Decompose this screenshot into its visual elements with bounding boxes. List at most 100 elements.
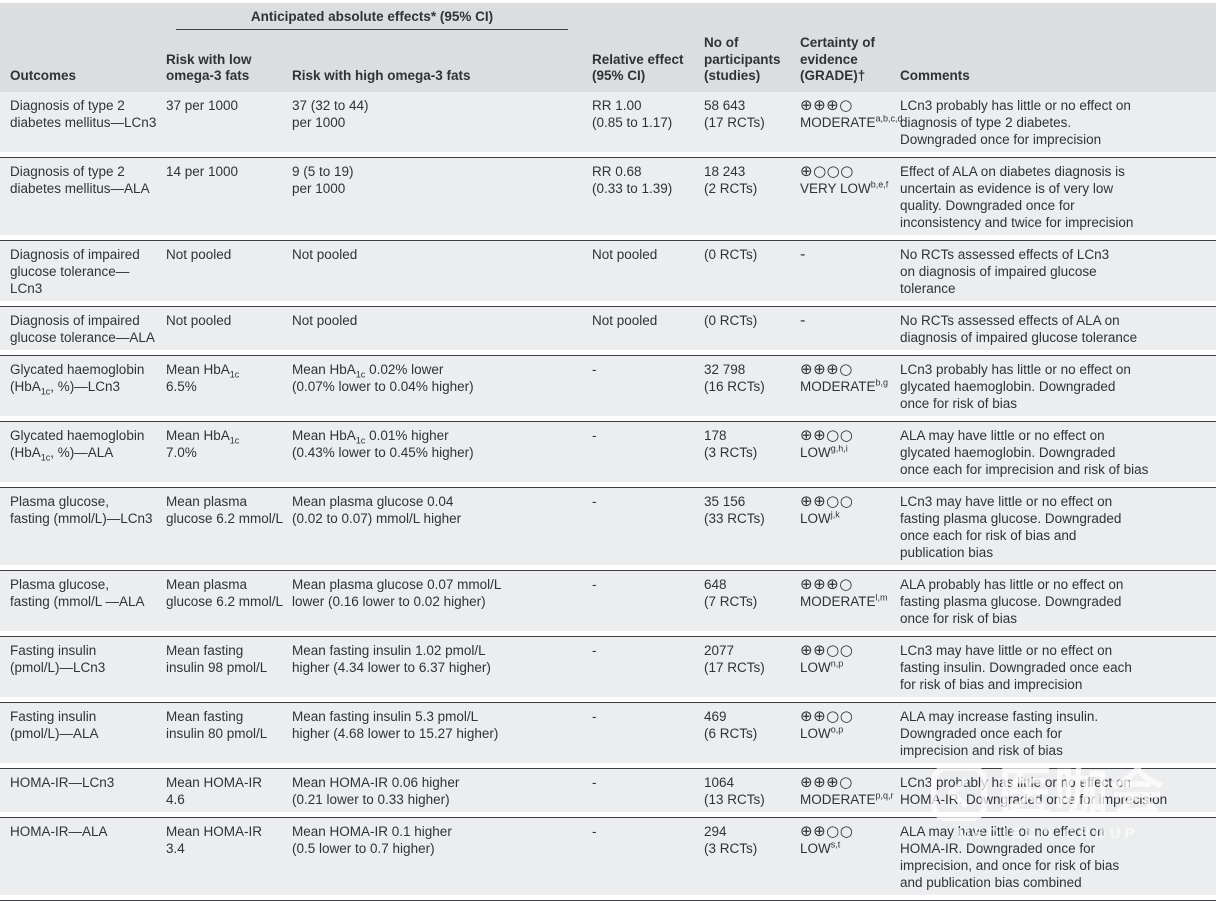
grade-symbols: ⊕⊕○○ — [800, 425, 854, 444]
participants-cell: 469 (6 RCTs) — [704, 708, 758, 741]
column-header-risk-high: Risk with high omega-3 fats — [292, 68, 471, 83]
risk-high-cell: Mean plasma glucose 0.07 mmol/L lower (0… — [292, 576, 502, 609]
grade-footnote-letters: o,p — [830, 724, 844, 734]
relative-effect-cell: - — [592, 361, 597, 377]
comments-cell: LCn3 may have little or no effect on fas… — [900, 493, 1122, 560]
comments-cell: ALA may increase fasting insulin. Downgr… — [900, 708, 1099, 758]
participants-cell: 648 (7 RCTs) — [704, 576, 758, 609]
outcome-cell: Diagnosis of impaired glucose tolerance—… — [10, 312, 155, 345]
grade-footnote-letters: j,k — [830, 509, 840, 519]
grade-label: LOW — [800, 444, 831, 460]
row-divider — [0, 156, 1216, 158]
grade-cell: - — [800, 244, 900, 299]
relative-effect-cell: - — [592, 823, 597, 839]
participants-cell: 32 798 (16 RCTs) — [704, 361, 765, 394]
outcome-cell: Glycated haemoglobin (HbA1c, %)—LCn3 — [10, 361, 145, 397]
row-divider — [0, 354, 1216, 356]
grade-cell: ⊕⊕⊕○ MODERATEp,q,r — [800, 772, 900, 810]
risk-low-cell: Mean plasma glucose 6.2 mmol/L — [166, 576, 284, 609]
risk-low-cell: Mean HbA1c 7.0% — [166, 427, 240, 460]
outcome-cell: Glycated haemoglobin (HbA1c, %)—ALA — [10, 427, 145, 463]
grade-symbols: ⊕⊕○○ — [800, 821, 854, 840]
participants-cell: (0 RCTs) — [704, 312, 758, 328]
comments-cell: LCn3 probably has little or no effect on… — [900, 774, 1168, 807]
risk-low-cell: Mean HOMA-IR 4.6 — [166, 774, 263, 807]
table-row: Diagnosis of impaired glucose tolerance—… — [0, 240, 1216, 301]
table-row: HOMA-IR—ALA Mean HOMA-IR 3.4 Mean HOMA-I… — [0, 817, 1216, 895]
column-header-comments: Comments — [900, 68, 970, 83]
risk-low-cell: Mean fasting insulin 98 pmol/L — [166, 642, 268, 675]
risk-low-cell: Mean HOMA-IR 3.4 — [166, 823, 263, 856]
grade-symbols: - — [800, 310, 806, 329]
risk-low-cell: Mean fasting insulin 80 pmol/L — [166, 708, 268, 741]
grade-label: MODERATE — [800, 791, 876, 807]
risk-low-cell: Not pooled — [166, 246, 232, 262]
risk-high-cell: Mean HOMA-IR 0.06 higher (0.21 lower to … — [292, 774, 460, 807]
grade-symbols: ⊕⊕○○ — [800, 640, 854, 659]
participants-cell: (0 RCTs) — [704, 246, 758, 262]
participants-cell: 2077 (17 RCTs) — [704, 642, 765, 675]
outcome-cell: Fasting insulin (pmol/L)—ALA — [10, 708, 99, 741]
table-row: Diagnosis of type 2 diabetes mellitus—LC… — [0, 91, 1216, 152]
risk-low-cell: 14 per 1000 — [166, 163, 239, 179]
grade-cell: ⊕⊕○○ LOWs,t — [800, 821, 900, 893]
risk-high-cell: Mean HbA1c 0.01% higher (0.43% lower to … — [292, 427, 474, 460]
row-divider — [0, 816, 1216, 818]
grade-label: MODERATE — [800, 114, 876, 130]
column-group-header: Anticipated absolute effects* (95% CI) — [176, 8, 568, 30]
grade-label: MODERATE — [800, 378, 876, 394]
outcome-cell: Plasma glucose, fasting (mmol/L)—LCn3 — [10, 493, 153, 526]
table-row: Fasting insulin (pmol/L)—LCn3 Mean fasti… — [0, 636, 1216, 697]
grade-footnote-letters: p,q,r — [875, 790, 894, 800]
risk-high-cell: Mean HbA1c 0.02% lower (0.07% lower to 0… — [292, 361, 474, 394]
grade-symbols: ⊕⊕○○ — [800, 706, 854, 725]
relative-effect-cell: - — [592, 642, 597, 658]
grade-cell: ⊕⊕⊕○ MODERATEb,g — [800, 359, 900, 414]
grade-footnote-letters: s,t — [830, 839, 841, 849]
outcome-cell: Diagnosis of type 2 diabetes mellitus—AL… — [10, 163, 150, 196]
row-divider — [0, 635, 1216, 637]
table-row: Fasting insulin (pmol/L)—ALA Mean fastin… — [0, 702, 1216, 763]
column-header-outcomes: Outcomes — [10, 68, 77, 83]
table-row: Plasma glucose, fasting (mmol/L)—LCn3 Me… — [0, 487, 1216, 565]
grade-cell: ⊕⊕○○ LOWj,k — [800, 491, 900, 563]
table-row: Glycated haemoglobin (HbA1c, %)—ALA Mean… — [0, 421, 1216, 482]
grade-symbols: ⊕⊕⊕○ — [800, 772, 853, 791]
grade-cell: ⊕⊕○○ LOWo,p — [800, 706, 900, 761]
column-header-relative-effect: Relative effect (95% CI) — [592, 51, 684, 84]
grade-symbols: ⊕○○○ — [800, 161, 854, 180]
comments-cell: LCn3 may have little or no effect on fas… — [900, 642, 1132, 692]
grade-label: LOW — [800, 510, 831, 526]
risk-low-cell: Mean plasma glucose 6.2 mmol/L — [166, 493, 284, 526]
participants-cell: 294 (3 RCTs) — [704, 823, 758, 856]
column-group-row: Anticipated absolute effects* (95% CI) — [0, 3, 1216, 30]
grade-label: VERY LOW — [800, 180, 871, 196]
risk-high-cell: Not pooled — [292, 246, 358, 262]
grade-cell: ⊕⊕○○ LOWn,p — [800, 640, 900, 695]
relative-effect-cell: RR 1.00 (0.85 to 1.17) — [592, 97, 673, 130]
grade-cell: ⊕⊕○○ LOWg,h,i — [800, 425, 900, 480]
relative-effect-cell: RR 0.68 (0.33 to 1.39) — [592, 163, 673, 196]
comments-cell: ALA may have little or no effect on glyc… — [900, 427, 1149, 477]
risk-low-cell: 37 per 1000 — [166, 97, 239, 113]
risk-high-cell: Mean fasting insulin 5.3 pmol/L higher (… — [292, 708, 499, 741]
grade-cell: ⊕⊕⊕○ MODERATEa,b,c,d — [800, 95, 903, 150]
outcome-cell: HOMA-IR—LCn3 — [10, 774, 115, 790]
risk-high-cell: Mean plasma glucose 0.04 (0.02 to 0.07) … — [292, 493, 462, 526]
grade-footnote-letters: n,p — [830, 658, 844, 668]
grade-footnote-letters: a,b,c,d — [875, 113, 903, 123]
outcome-cell: Fasting insulin (pmol/L)—LCn3 — [10, 642, 106, 675]
table-body: Diagnosis of type 2 diabetes mellitus—LC… — [0, 91, 1216, 901]
relative-effect-cell: - — [592, 493, 597, 509]
grade-footnote-letters: b,e,f — [870, 179, 889, 189]
risk-low-cell: Mean HbA1c 6.5% — [166, 361, 240, 394]
risk-low-cell: Not pooled — [166, 312, 232, 328]
participants-cell: 178 (3 RCTs) — [704, 427, 758, 460]
grade-label: LOW — [800, 725, 831, 741]
grade-symbols: ⊕⊕⊕○ — [800, 359, 853, 378]
grade-symbols: ⊕⊕○○ — [800, 491, 854, 510]
row-divider — [0, 569, 1216, 571]
participants-cell: 1064 (13 RCTs) — [704, 774, 765, 807]
outcome-cell: Diagnosis of impaired glucose tolerance—… — [10, 246, 140, 296]
